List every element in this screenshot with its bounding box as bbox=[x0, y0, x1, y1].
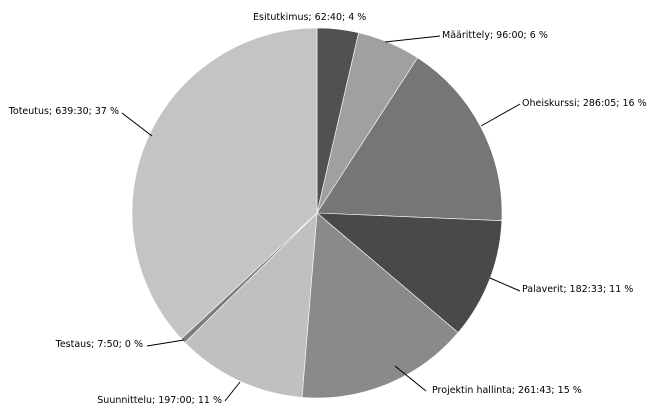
slice-labels: Esitutkimus; 62:40; 4 % Määrittely; 96:00… bbox=[8, 12, 647, 406]
slice-label: Projektin hallinta; 261:43; 15 % bbox=[432, 385, 582, 396]
pie-slice-projektin-hallinta bbox=[301, 212, 459, 399]
slice-label: Oheiskurssi; 286:05; 16 % bbox=[522, 98, 647, 109]
pie-slices bbox=[131, 27, 503, 399]
leader-line bbox=[224, 381, 241, 402]
leader-line bbox=[394, 365, 427, 392]
slice-label: Määrittely; 96:00; 6 % bbox=[442, 30, 548, 41]
pie-slice-toteutus bbox=[131, 27, 318, 340]
slice-label: Palaverit; 182:33; 11 % bbox=[522, 284, 633, 295]
leader-line bbox=[489, 277, 521, 292]
leader-line bbox=[121, 112, 153, 137]
slice-label: Suunnittelu; 197:00; 11 % bbox=[97, 395, 222, 406]
slice-label: Toteutus; 639:30; 37 % bbox=[8, 106, 119, 117]
slice-label: Testaus; 7:50; 0 % bbox=[55, 339, 143, 350]
leader-lines bbox=[121, 35, 521, 402]
leader-line bbox=[384, 35, 441, 43]
pie-slice-palaverit bbox=[316, 212, 503, 334]
leader-line bbox=[146, 339, 185, 347]
pie-slice-suunnittelu bbox=[184, 212, 318, 398]
slice-label: Esitutkimus; 62:40; 4 % bbox=[253, 12, 366, 23]
leader-line bbox=[480, 103, 521, 127]
pie-slice-oheiskurssi bbox=[316, 57, 503, 221]
